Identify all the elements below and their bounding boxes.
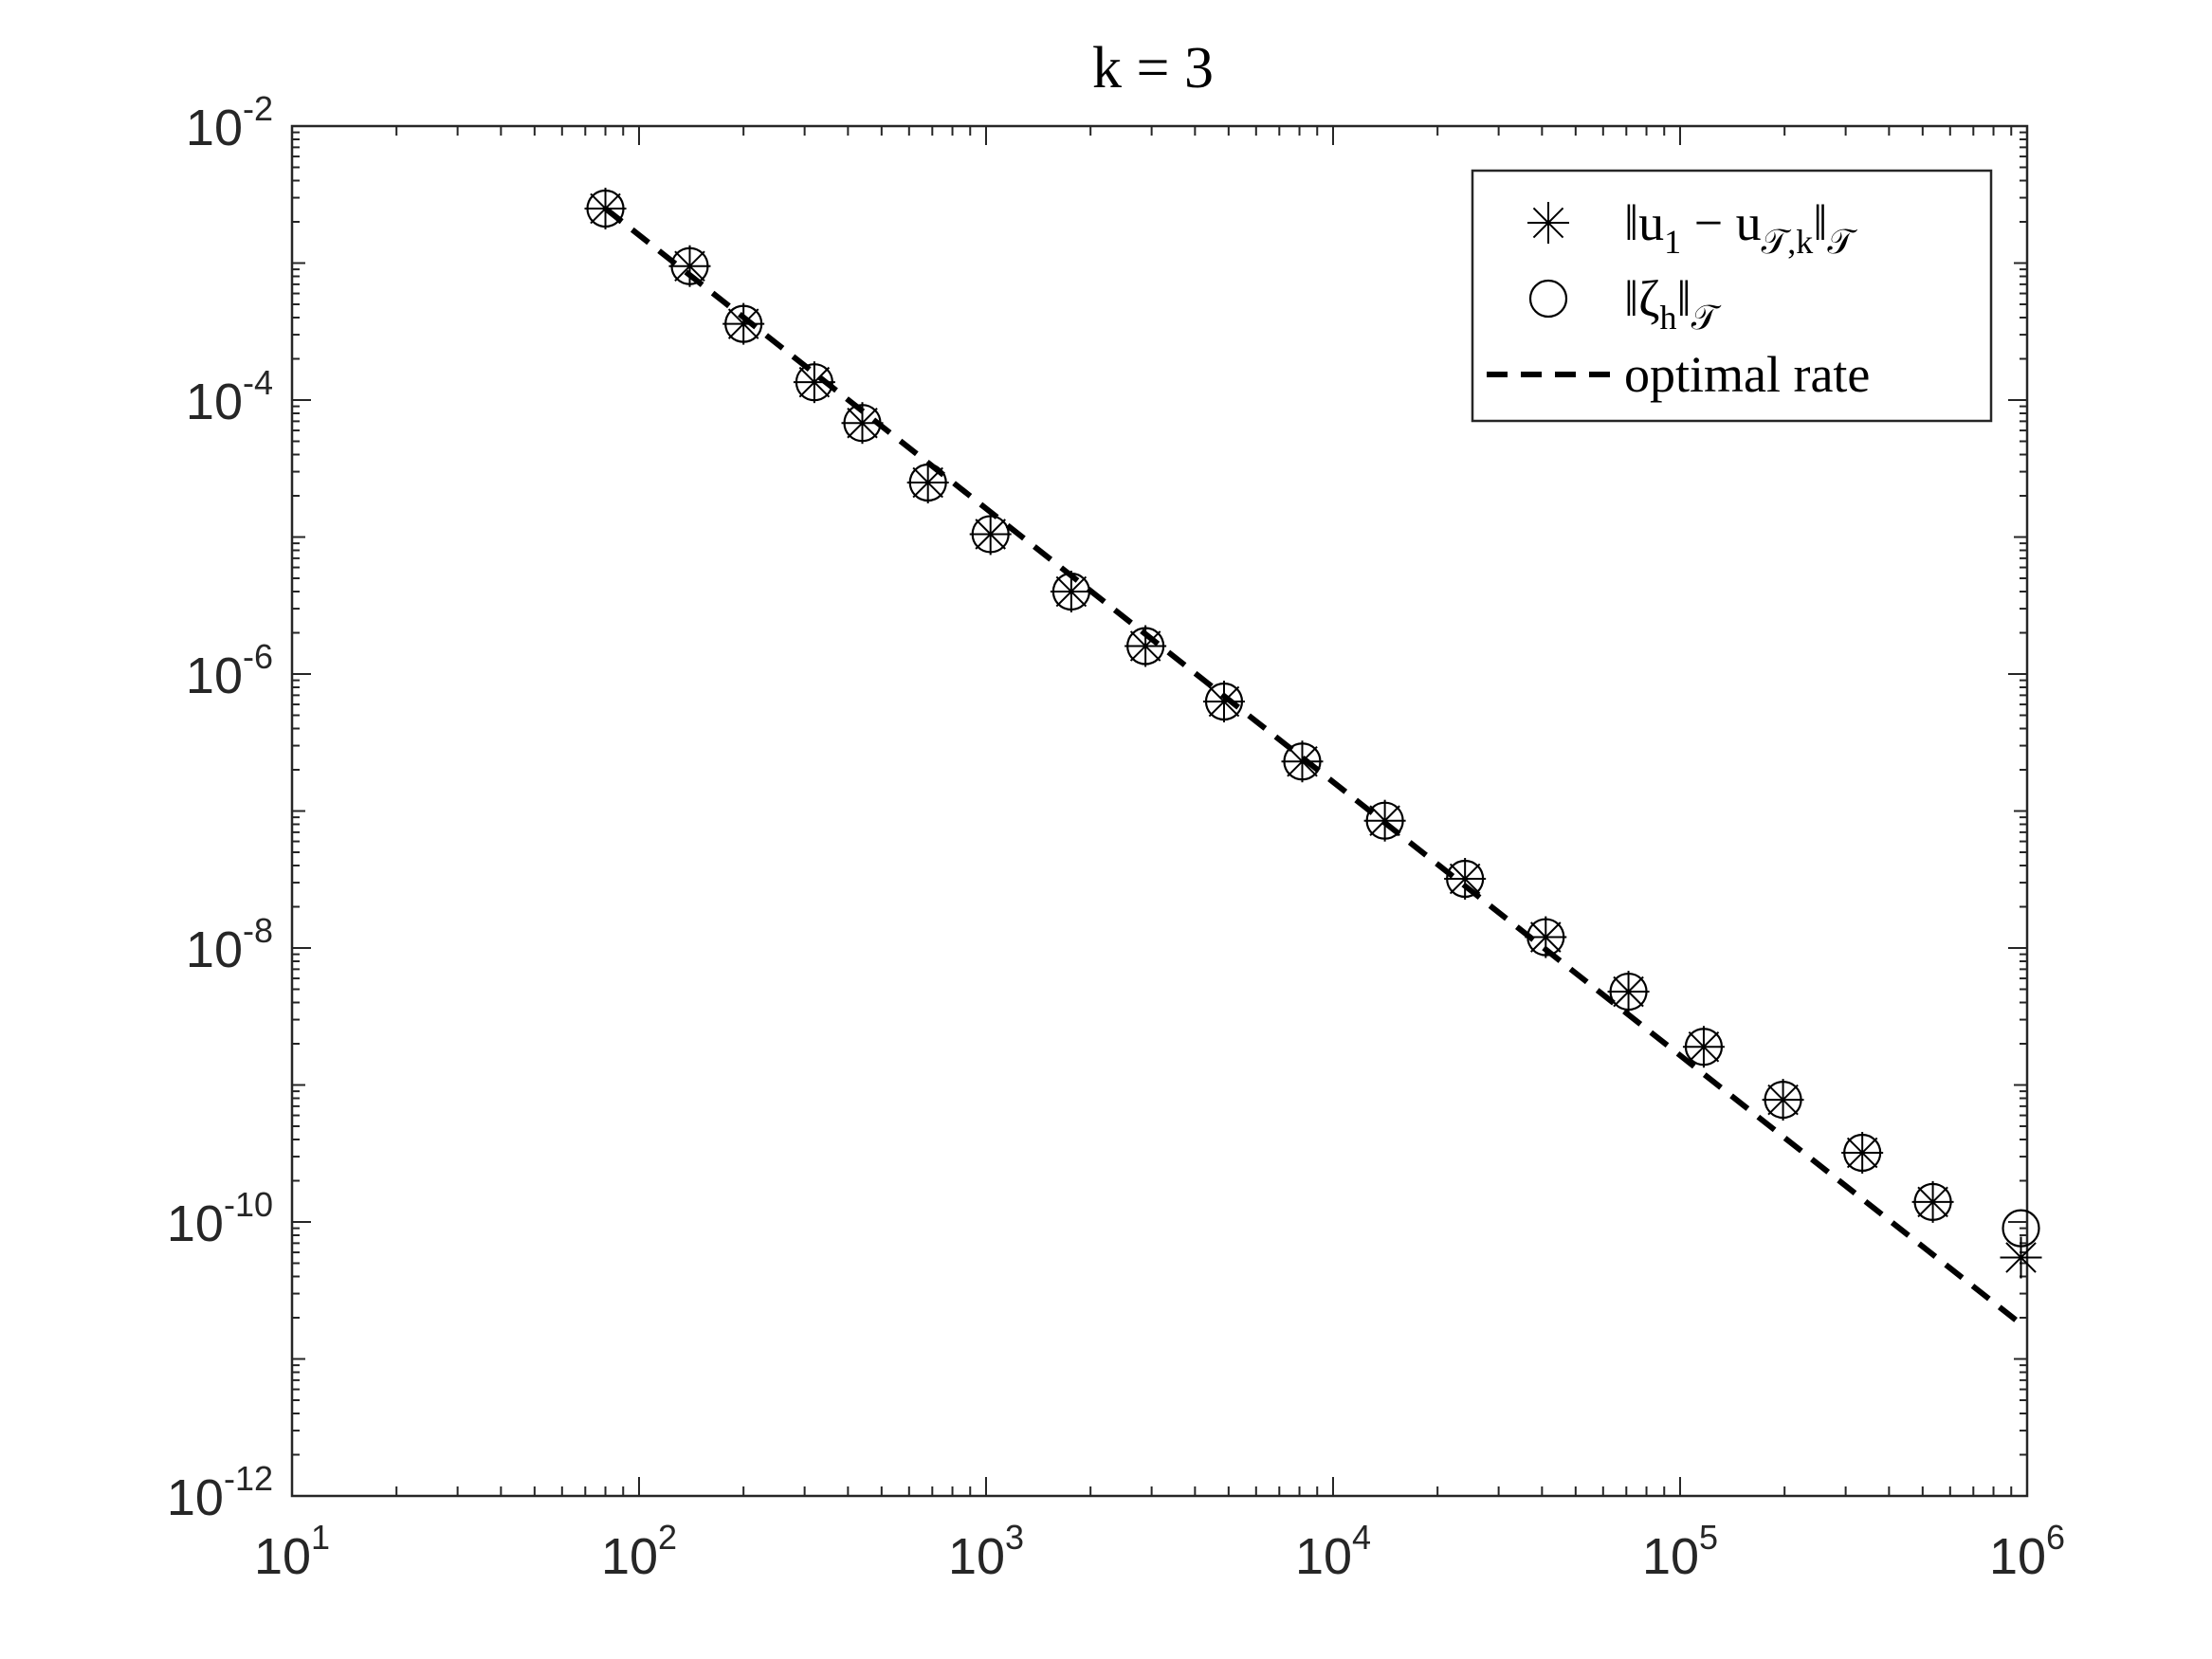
plot-axes: [290, 124, 2029, 1498]
legend-entry: optimal rate: [1487, 346, 1870, 403]
circle-marker: [586, 189, 625, 228]
y-tick-label: 10-6: [186, 637, 273, 704]
asterisk-marker: [1281, 740, 1324, 783]
circle-marker: [1684, 1028, 1724, 1066]
asterisk-marker: [969, 513, 1012, 556]
asterisk-marker: [1682, 1026, 1725, 1068]
asterisk-marker: [722, 302, 765, 345]
x-tick-label: 105: [1642, 1518, 1718, 1585]
circle-marker: [1283, 742, 1322, 781]
legend-circle-icon: [1528, 279, 1568, 319]
y-tick-label: 10-2: [186, 89, 273, 156]
legend-label: optimal rate: [1624, 346, 1870, 403]
y-tick-labels: 10-2 10-4 10-6 10-8 10-10 10-12: [167, 89, 273, 1526]
legend-asterisk-icon: [1527, 202, 1569, 244]
asterisk-marker: [1911, 1180, 1954, 1223]
asterisk-marker: [2000, 1236, 2042, 1279]
legend-label: ‖ζh‖𝒯: [1624, 270, 1722, 337]
x-tick-label: 103: [948, 1518, 1024, 1585]
x-tick-label: 106: [1989, 1518, 2065, 1585]
asterisk-marker: [668, 245, 711, 287]
circle-marker: [1609, 972, 1648, 1012]
circle-marker: [724, 304, 763, 343]
circle-marker: [1843, 1133, 1882, 1173]
circle-marker: [795, 363, 833, 402]
asterisk-marker: [793, 361, 835, 404]
y-tick-label: 10-10: [167, 1185, 273, 1252]
circle-marker: [1204, 682, 1244, 721]
circle-marker: [1446, 859, 1485, 899]
circle-marker: [1913, 1182, 1952, 1221]
chart-title: k = 3: [1092, 36, 1214, 100]
y-tick-label: 10-8: [186, 911, 273, 978]
legend-entry: ‖u1 − u𝒯,k‖𝒯: [1527, 194, 1857, 261]
circle-marker: [1365, 801, 1404, 840]
data-series: [584, 187, 2042, 1326]
circle-marker: [971, 515, 1010, 554]
asterisk-marker: [1841, 1132, 1884, 1175]
circle-marker: [670, 246, 709, 285]
x-tick-label: 104: [1295, 1518, 1371, 1585]
circle-marker: [2002, 1209, 2040, 1248]
legend: ‖u1 − u𝒯,k‖𝒯 ‖ζh‖𝒯 optimal rate: [1471, 169, 1993, 423]
circle-marker: [1764, 1080, 1802, 1120]
asterisk-marker: [1762, 1079, 1804, 1121]
x-tick-labels: 101 102 103 104 105 106: [254, 1518, 2065, 1585]
legend-entry: ‖ζh‖𝒯: [1528, 270, 1722, 337]
asterisk-marker: [1607, 971, 1650, 1013]
asterisk-marker: [1202, 680, 1245, 722]
y-tick-label: 10-4: [186, 363, 273, 430]
asterisk-marker: [906, 461, 949, 503]
circle-marker: [1126, 627, 1165, 665]
asterisk-marker: [1444, 858, 1487, 901]
legend-label: ‖u1 − u𝒯,k‖𝒯: [1624, 194, 1857, 261]
x-tick-label: 101: [254, 1518, 330, 1585]
x-tick-label: 102: [601, 1518, 677, 1585]
optimal-rate-line: [603, 206, 2023, 1326]
y-tick-label: 10-12: [167, 1459, 273, 1526]
